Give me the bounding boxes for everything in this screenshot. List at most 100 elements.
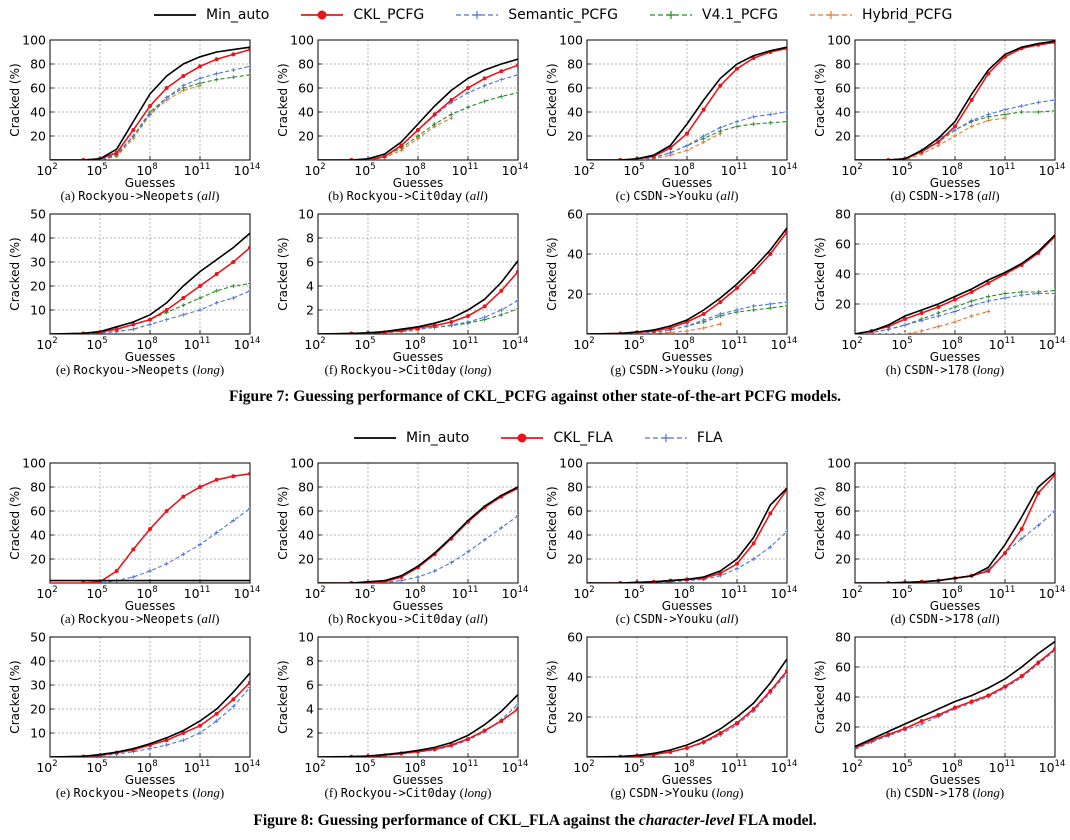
fig8-panel-c-series-group bbox=[587, 487, 787, 583]
fig7-panel-d-ytick-label: 60 bbox=[835, 81, 851, 96]
fig7-panel-d-xtick-label: 102 bbox=[841, 162, 862, 178]
fig7-panel-d-ylabel: Cracked (%) bbox=[813, 63, 827, 136]
figure8-caption-suffix: FLA model. bbox=[734, 812, 817, 829]
fig8-panel-b-line-min-auto bbox=[318, 486, 518, 583]
fig7-panel-h-point-semantic-pcfg bbox=[936, 314, 941, 318]
figure8-caption-italic: character-level bbox=[638, 812, 735, 829]
fig7-panel-a-point-semantic-pcfg bbox=[148, 112, 152, 117]
fig8-panel-a-point-ckl-fla bbox=[181, 494, 186, 499]
fig8-panel-g-subcaption-scope: long bbox=[716, 785, 740, 800]
fig8-panel-h-point-ckl-fla bbox=[986, 693, 991, 698]
fig7-panel-g-xtick-label: 1011 bbox=[721, 336, 748, 352]
fig8-panel-e-point-fla bbox=[164, 743, 169, 747]
fig8-panel-b-point-fla bbox=[516, 513, 518, 518]
fig7-panel-h-point-hybrid-pcfg bbox=[919, 329, 924, 333]
fig8-panel-e-xtick-label: 1011 bbox=[184, 759, 211, 775]
fig8-panel-a-point-fla bbox=[131, 575, 136, 579]
fig7-panel-e-point-ckl-pcfg bbox=[114, 327, 119, 332]
fig8-panel-e-point-fla bbox=[214, 719, 219, 723]
fig7-panel-h-subcaption: (h) CSDN->178 (long) bbox=[815, 362, 1070, 378]
fig8-panel-c-subcaption-scope: all bbox=[720, 611, 735, 626]
fig8-panel-e-xtick-label: 105 bbox=[86, 759, 107, 775]
fig7-panel-f-ytick-label: 2 bbox=[306, 303, 314, 318]
fig7-panel-d-ytick-label: 40 bbox=[835, 105, 851, 120]
fig7-panel-g-point-hybrid-pcfg bbox=[685, 329, 689, 333]
fig7-panel-e-ylabel: Cracked (%) bbox=[8, 237, 22, 310]
fig7-panel-a-point-ckl-pcfg bbox=[231, 52, 236, 57]
fig8-panel-d-subcaption-scope: all bbox=[981, 611, 996, 626]
fig7-panel-h-point-v4-1-pcfg bbox=[953, 305, 957, 309]
fig8-panel-f-subcaption-open: ( bbox=[456, 785, 464, 800]
fig8-panel-e-ytick-label: 10 bbox=[30, 726, 46, 741]
fig7-panel-d-subcaption-scope: all bbox=[981, 188, 996, 203]
fig8-panel-g-subcaption-close: ) bbox=[739, 785, 744, 800]
fig7-panel-g-point-semantic-pcfg bbox=[718, 312, 723, 316]
fig7-panel-e-point-semantic-pcfg bbox=[214, 300, 219, 305]
figure8-caption-prefix: Figure 8: Guessing performance of CKL_FL… bbox=[253, 812, 639, 829]
fig7-panel-g-ytick-label: 20 bbox=[567, 287, 583, 302]
legend-swatch-v4-1-pcfg bbox=[650, 11, 693, 19]
legend-swatch-ckl-pcfg bbox=[301, 10, 344, 20]
fig8-panel-f-xtick-label: 1011 bbox=[452, 759, 479, 775]
fig7-panel-e-xlabel: Guesses bbox=[125, 350, 175, 364]
fig7-panel-f-point-ckl-pcfg bbox=[466, 314, 470, 318]
fig7-panel-a-point-ckl-pcfg bbox=[214, 57, 219, 62]
fig7-panel-e-xtick-label: 1014 bbox=[234, 336, 261, 352]
fig8-panel-a-point-ckl-fla bbox=[148, 527, 152, 531]
fig7-panel-h-subcaption-dataset: CSDN->178 bbox=[904, 363, 970, 377]
fig7-panel-c-point-semantic-pcfg bbox=[668, 150, 673, 155]
fig7-panel-c-xtick-label: 1011 bbox=[721, 162, 748, 178]
fig7-panel-c-subcaption-letter: (c) bbox=[615, 188, 634, 203]
fig7-panel-c-subcaption: (c) CSDN->Youku (all) bbox=[547, 188, 807, 204]
fig8-panel-c-point-ckl-fla bbox=[735, 561, 739, 566]
fig7-panel-b-point-ckl-pcfg bbox=[382, 154, 387, 159]
fig7-panel-a-xlabel: Guesses bbox=[125, 176, 175, 190]
fig7-panel-c-point-v4-1-pcfg bbox=[718, 129, 723, 134]
fig8-panel-f-ylabel: Cracked (%) bbox=[276, 660, 290, 733]
fig8-panel-g-point-ckl-fla bbox=[768, 689, 773, 693]
fig8-panel-e-point-fla bbox=[148, 746, 152, 751]
legend-label-fla: FLA bbox=[696, 430, 723, 446]
fig8-panel-a-point-ckl-fla bbox=[198, 485, 202, 489]
fig7-panel-h-subcaption-open: ( bbox=[969, 362, 977, 377]
fig7-panel-h-point-hybrid-pcfg bbox=[903, 332, 907, 334]
fig7-panel-e-xtick-label: 105 bbox=[86, 336, 107, 352]
fig8-panel-d-point-fla bbox=[1019, 536, 1024, 541]
fig7-panel-a-ytick-label: 100 bbox=[22, 33, 46, 48]
fig7-panel-a-series-group bbox=[50, 46, 250, 160]
fig7-panel-c-subcaption-scope: all bbox=[720, 188, 735, 203]
fig7-panel-c-line-hybrid-pcfg bbox=[587, 133, 721, 160]
fig7-panel-g-xtick-label: 1014 bbox=[771, 336, 798, 352]
fig8-panel-d-point-ckl-fla bbox=[1019, 527, 1024, 531]
fig7-panel-c-subcaption-dataset: CSDN->Youku bbox=[633, 189, 713, 203]
fig7-panel-g-point-ckl-pcfg bbox=[718, 300, 723, 304]
fig7-panel-c-ytick-label: 60 bbox=[567, 81, 583, 96]
fig8-panel-c-xlabel: Guesses bbox=[662, 599, 712, 613]
fig8-panel-c-xtick-label: 1011 bbox=[721, 585, 748, 601]
fig8-panel-d-xtick-label: 102 bbox=[841, 585, 862, 601]
fig7-panel-d-subcaption-close: ) bbox=[995, 188, 1000, 203]
fig8-panel-c-subcaption-letter: (c) bbox=[615, 611, 634, 626]
fig8-panel-g-subcaption-dataset: CSDN->Youku bbox=[628, 786, 709, 800]
fig8-panel-b-xtick-label: 1011 bbox=[452, 585, 479, 601]
fig8-panel-c-subcaption-close: ) bbox=[734, 611, 739, 626]
fig7-panel-f-subcaption-letter: (f) bbox=[324, 362, 341, 377]
fig7-panel-a-subcaption-close: ) bbox=[215, 188, 220, 203]
fig8-panel-c-point-ckl-fla bbox=[751, 541, 756, 546]
fig7-panel-b-subcaption-letter: (b) bbox=[328, 188, 347, 203]
fig8-panel-f-point-ckl-fla bbox=[499, 719, 504, 723]
fig7-panel-g-subcaption-close: ) bbox=[739, 362, 744, 377]
fig8-panel-f-ytick-label: 10 bbox=[298, 630, 314, 645]
fig7-panel-b-ytick-label: 40 bbox=[298, 105, 314, 120]
fig7-panel-b-xtick-label: 1014 bbox=[502, 162, 529, 178]
fig7-panel-a-point-ckl-pcfg bbox=[114, 150, 119, 155]
fig8-panel-d-ytick-label: 40 bbox=[835, 528, 851, 543]
fig7-panel-f-point-semantic-pcfg bbox=[466, 320, 470, 324]
fig8-panel-h-xtick-label: 105 bbox=[891, 759, 912, 775]
fig8-panel-g-point-ckl-fla bbox=[718, 731, 723, 735]
fig7-panel-g-point-ckl-pcfg bbox=[701, 312, 706, 316]
